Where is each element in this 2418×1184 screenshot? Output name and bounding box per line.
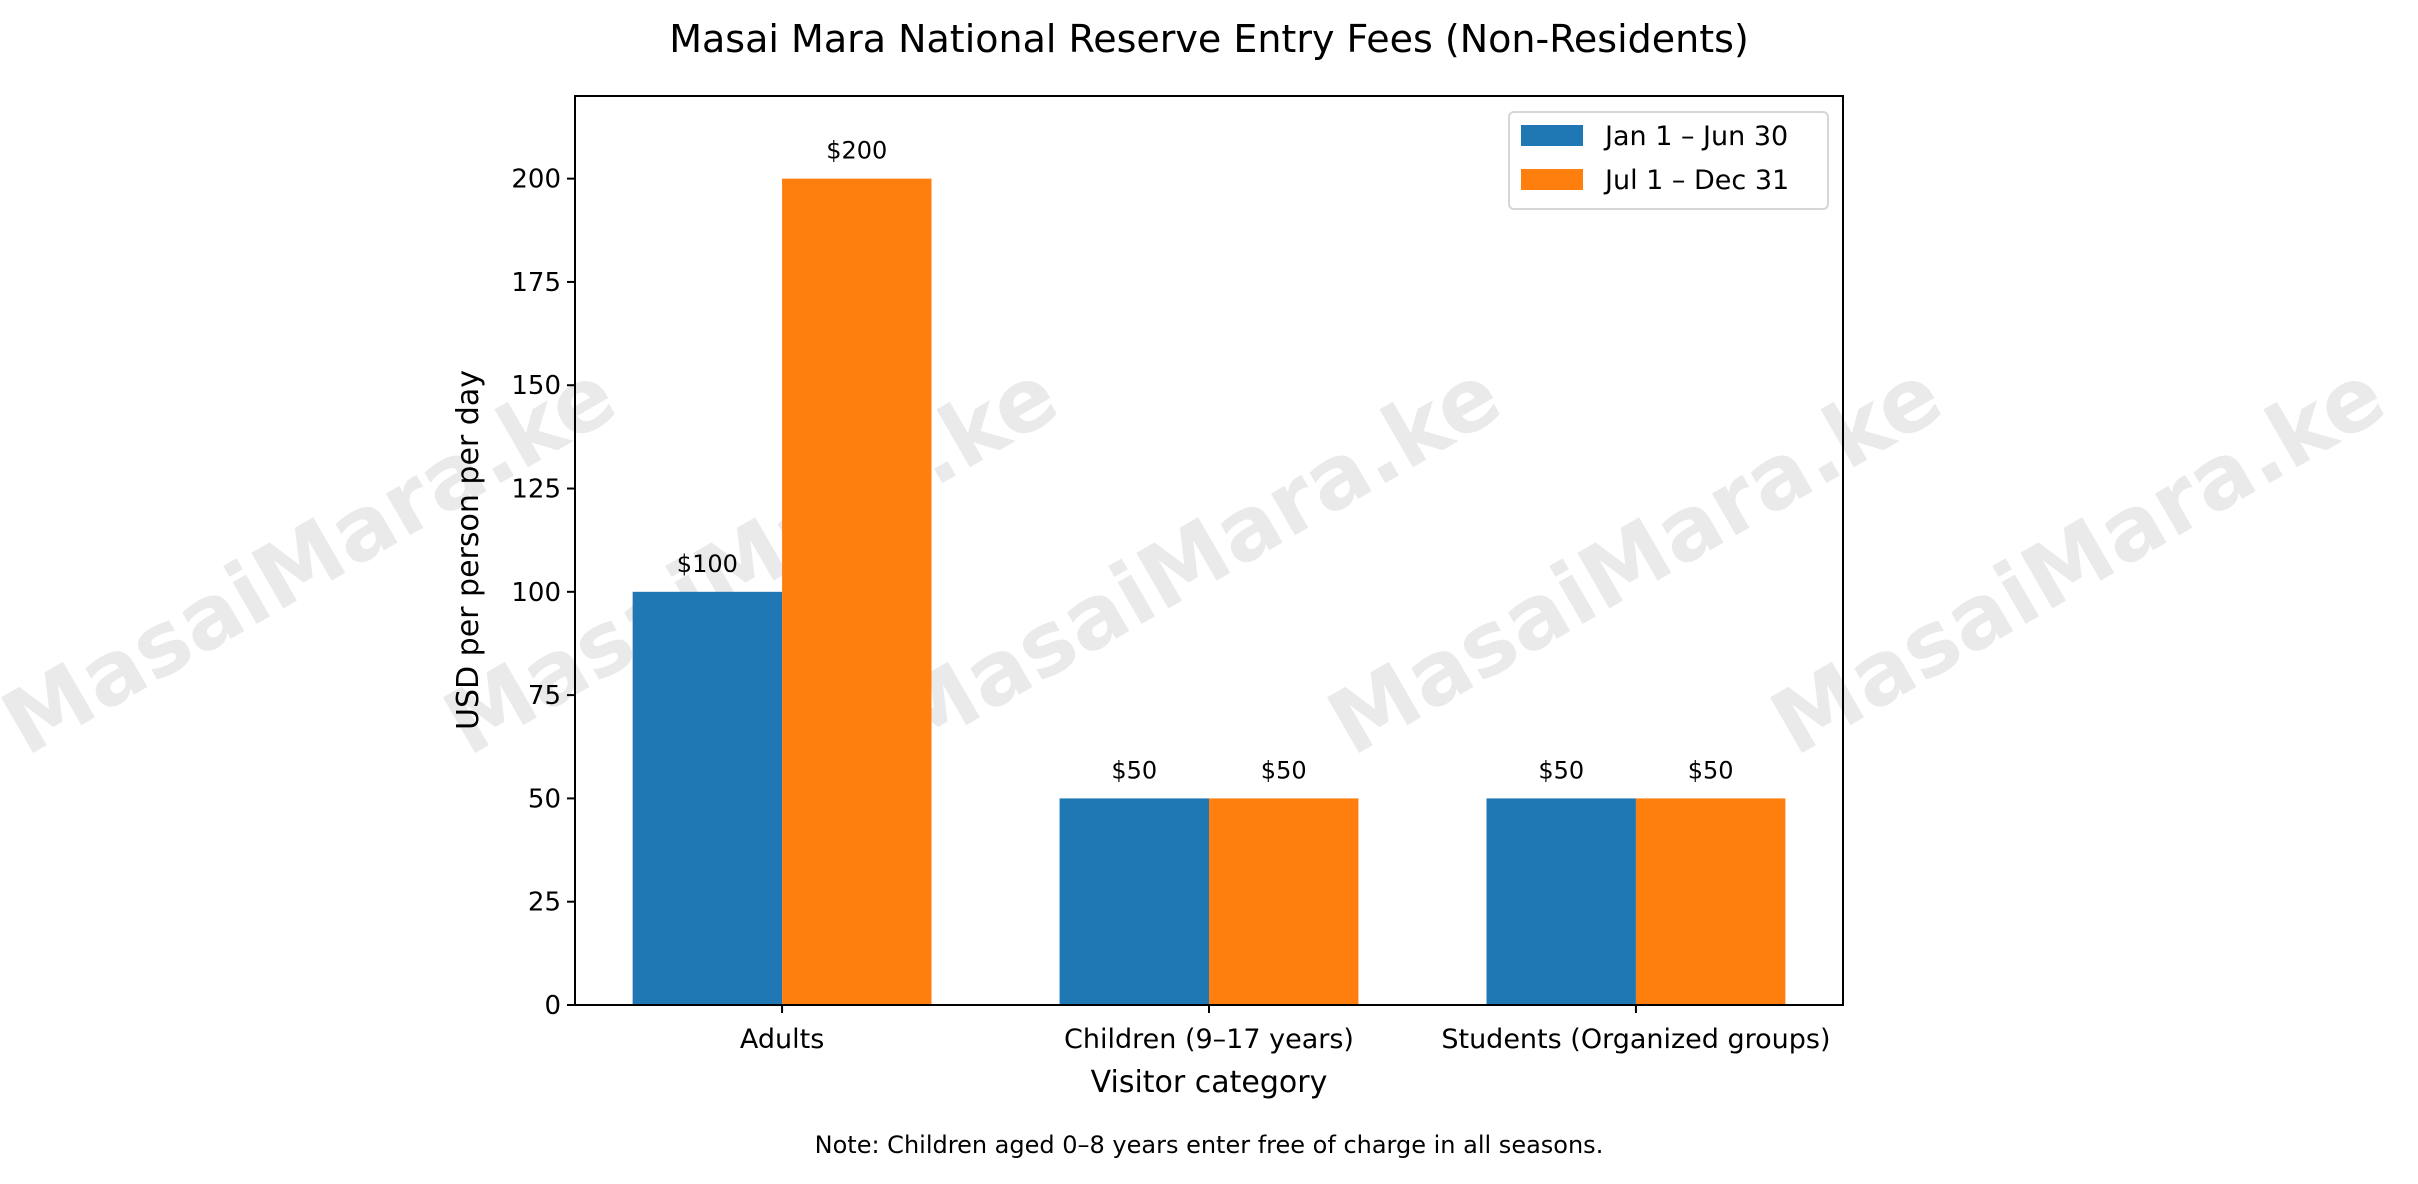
x-tick-label: Adults bbox=[740, 1024, 824, 1055]
bar-1-1 bbox=[1209, 798, 1359, 1005]
y-tick-label: 200 bbox=[511, 165, 561, 195]
y-tick-label: 75 bbox=[528, 681, 561, 711]
y-axis-label: USD per person per day bbox=[451, 370, 486, 730]
y-tick-label: 175 bbox=[511, 268, 561, 298]
value-label: $50 bbox=[1261, 756, 1307, 784]
footnote: Note: Children aged 0–8 years enter free… bbox=[815, 1131, 1604, 1159]
y-tick-label: 0 bbox=[544, 991, 561, 1021]
watermarks: MasaiMara.keMasaiMara.keMasaiMara.keMasa… bbox=[0, 342, 2401, 775]
x-axis-label: Visitor category bbox=[1091, 1065, 1328, 1100]
y-tick-label: 125 bbox=[511, 475, 561, 505]
bar-0-1 bbox=[1059, 798, 1209, 1005]
value-label: $50 bbox=[1111, 756, 1157, 784]
value-label: $200 bbox=[826, 137, 887, 165]
y-tick-label: 150 bbox=[511, 371, 561, 401]
value-label: $50 bbox=[1538, 756, 1584, 784]
bar-0-2 bbox=[1486, 798, 1636, 1005]
legend-label-0: Jan 1 – Jun 30 bbox=[1603, 121, 1788, 152]
legend-box bbox=[1508, 111, 1829, 210]
y-tick-label: 100 bbox=[511, 578, 561, 608]
y-axis: 0 25 50 75 100 125 150 175 200 bbox=[511, 165, 575, 1021]
y-tick-label: 50 bbox=[528, 784, 561, 814]
value-labels: $100 $50 $50 $200 $50 $50 bbox=[677, 137, 1734, 785]
legend-swatch-0 bbox=[1521, 125, 1583, 146]
bar-1-0 bbox=[782, 178, 932, 1006]
legend-swatch-1 bbox=[1521, 169, 1583, 190]
legend-label-1: Jul 1 – Dec 31 bbox=[1603, 165, 1789, 196]
legend: Jan 1 – Jun 30 Jul 1 – Dec 31 bbox=[1508, 111, 1829, 210]
x-tick-label: Children (9–17 years) bbox=[1064, 1024, 1354, 1055]
y-tick-label: 25 bbox=[528, 888, 561, 918]
value-label: $100 bbox=[677, 550, 738, 578]
bar-1-2 bbox=[1635, 798, 1786, 1005]
bar-0-0 bbox=[632, 591, 783, 1005]
value-label: $50 bbox=[1688, 756, 1734, 784]
chart-title: Masai Mara National Reserve Entry Fees (… bbox=[669, 17, 1749, 61]
bars bbox=[632, 178, 1786, 1006]
x-tick-label: Students (Organized groups) bbox=[1441, 1024, 1830, 1055]
x-axis: Adults Children (9–17 years) Students (Org… bbox=[740, 1005, 1831, 1055]
